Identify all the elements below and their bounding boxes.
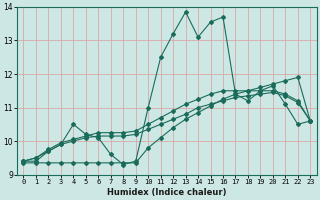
X-axis label: Humidex (Indice chaleur): Humidex (Indice chaleur) [107,188,227,197]
